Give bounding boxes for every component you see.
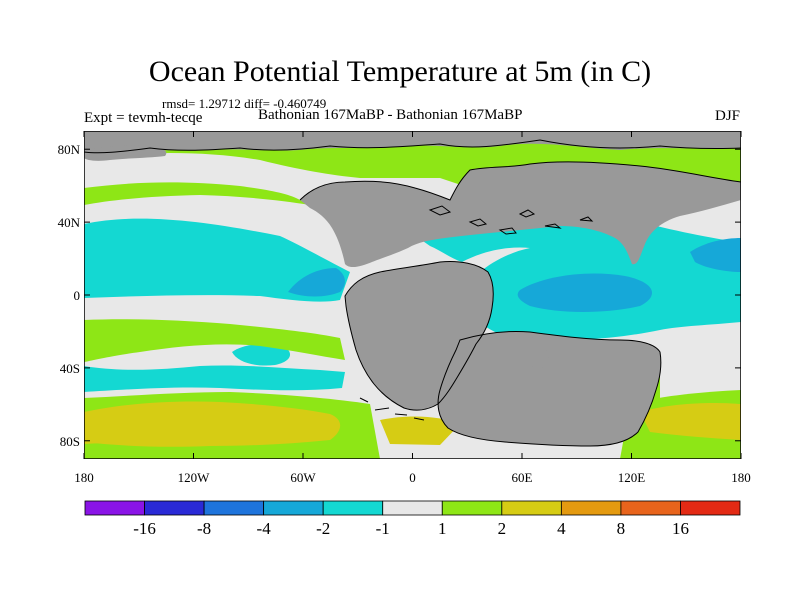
colorbar-swatch bbox=[441, 500, 503, 516]
south-pacific-cool-blob bbox=[232, 344, 291, 366]
coastlines bbox=[84, 139, 741, 447]
period-label: Bathonian 167MaBP - Bathonian 167MaBP bbox=[258, 107, 523, 123]
longitude-axis: 180 120W 60W 0 60E 120E 180 bbox=[74, 131, 751, 485]
colorbar-swatch bbox=[620, 500, 681, 516]
land-arctic-north bbox=[84, 131, 741, 154]
north-pacific-warm bbox=[84, 182, 310, 205]
equatorial-cold-patch bbox=[517, 273, 652, 312]
colorbar-swatch bbox=[203, 500, 265, 516]
experiment-label: Expt = tevmh-tecqe bbox=[84, 110, 203, 126]
colorbar-swatch bbox=[322, 500, 384, 516]
colorbar-swatch bbox=[84, 500, 145, 516]
lat-tick-label: 80S bbox=[60, 434, 80, 449]
colorbar-label: -16 bbox=[133, 519, 156, 538]
colorbar-swatch bbox=[263, 500, 324, 516]
colorbar-label: 16 bbox=[672, 519, 689, 538]
land-north-america-east bbox=[84, 145, 167, 161]
colorbar-label: 1 bbox=[438, 519, 447, 538]
colorbar-swatch bbox=[382, 500, 443, 516]
colorbar-label: -1 bbox=[376, 519, 390, 538]
lon-tick-label: 180 bbox=[74, 470, 94, 485]
lat-tick-label: 0 bbox=[74, 288, 81, 303]
lon-tick-label: 0 bbox=[409, 470, 416, 485]
colorbar-label: 4 bbox=[557, 519, 566, 538]
lat-tick-label: 40N bbox=[58, 215, 81, 230]
land-gondwana-east bbox=[438, 331, 661, 446]
colorbar-label: -8 bbox=[197, 519, 211, 538]
eastern-cold-patch bbox=[690, 238, 741, 272]
colorbar-label: -2 bbox=[316, 519, 330, 538]
season-label: DJF bbox=[714, 108, 740, 124]
colorbar-swatch bbox=[144, 500, 205, 516]
latitude-axis: 80N 40N 0 40S 80S bbox=[58, 142, 741, 449]
colorbar-label: -4 bbox=[257, 519, 272, 538]
southern-warm-band bbox=[84, 319, 345, 362]
coast-laurasia-north bbox=[299, 161, 741, 201]
pacific-hot-strip bbox=[84, 427, 170, 444]
land-antarctic-patch bbox=[522, 336, 549, 368]
coast-gondwana-west bbox=[344, 261, 494, 411]
coast-south-fragments bbox=[359, 397, 425, 421]
lon-tick-label: 120W bbox=[178, 470, 211, 485]
coast-arctic bbox=[84, 139, 741, 154]
lat-tick-label: 40S bbox=[60, 361, 80, 376]
colorbar-label: 2 bbox=[498, 519, 507, 538]
southern-cool-band bbox=[84, 365, 345, 392]
colorbar-swatch bbox=[501, 500, 562, 516]
colorbar-swatch bbox=[680, 500, 741, 516]
indian-south-hot bbox=[640, 402, 741, 440]
lat-tick-label: 80N bbox=[58, 142, 81, 157]
pacific-cold-patch bbox=[288, 268, 345, 297]
tropical-cool-band bbox=[84, 218, 350, 302]
lon-tick-label: 60E bbox=[512, 470, 533, 485]
coast-gondwana-east bbox=[437, 331, 662, 447]
colorbar: -16 -8 -4 -2 -1 1 2 4 8 16 bbox=[84, 500, 741, 538]
map-plot-area bbox=[84, 131, 741, 459]
map-title: Ocean Potential Temperature at 5m (in C) bbox=[148, 55, 652, 88]
stats-text: rmsd= 1.29712 diff= -0.460749 bbox=[162, 96, 327, 111]
lon-tick-label: 60W bbox=[290, 470, 316, 485]
coast-tethys-islands bbox=[428, 205, 594, 235]
colorbar-swatch bbox=[560, 500, 622, 516]
lon-tick-label: 120E bbox=[618, 470, 646, 485]
colorbar-label: 8 bbox=[617, 519, 626, 538]
atlantic-south-hot bbox=[380, 416, 460, 445]
lon-tick-label: 180 bbox=[731, 470, 751, 485]
